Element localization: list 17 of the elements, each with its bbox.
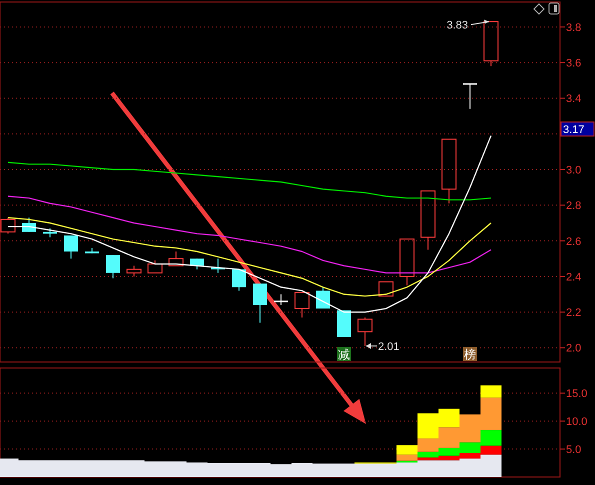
y-tick-label: 15.0 bbox=[566, 388, 588, 400]
y-tick-label: 2.4 bbox=[566, 271, 582, 284]
text: 3.17 bbox=[563, 124, 584, 136]
y-tick-label: 10.0 bbox=[566, 416, 588, 428]
y-tick-label: 3.6 bbox=[566, 58, 582, 70]
annotation: 2.01 bbox=[378, 340, 400, 353]
y-tick-label: 2.6 bbox=[566, 236, 582, 248]
x-tick-label: 减 bbox=[338, 348, 350, 362]
y-tick-label: 3.8 bbox=[566, 22, 582, 34]
y-tick-label: 3.0 bbox=[566, 164, 582, 177]
y-tick-label: 5.0 bbox=[566, 444, 582, 456]
y-tick-label: 2.0 bbox=[566, 342, 582, 355]
y-tick-label: 3.4 bbox=[566, 93, 582, 106]
y-tick-label: 2.2 bbox=[566, 307, 582, 320]
annotation: 3.83 bbox=[446, 20, 468, 32]
y-tick-label: 2.8 bbox=[566, 200, 582, 212]
x-tick-label: 榜 bbox=[464, 348, 476, 362]
